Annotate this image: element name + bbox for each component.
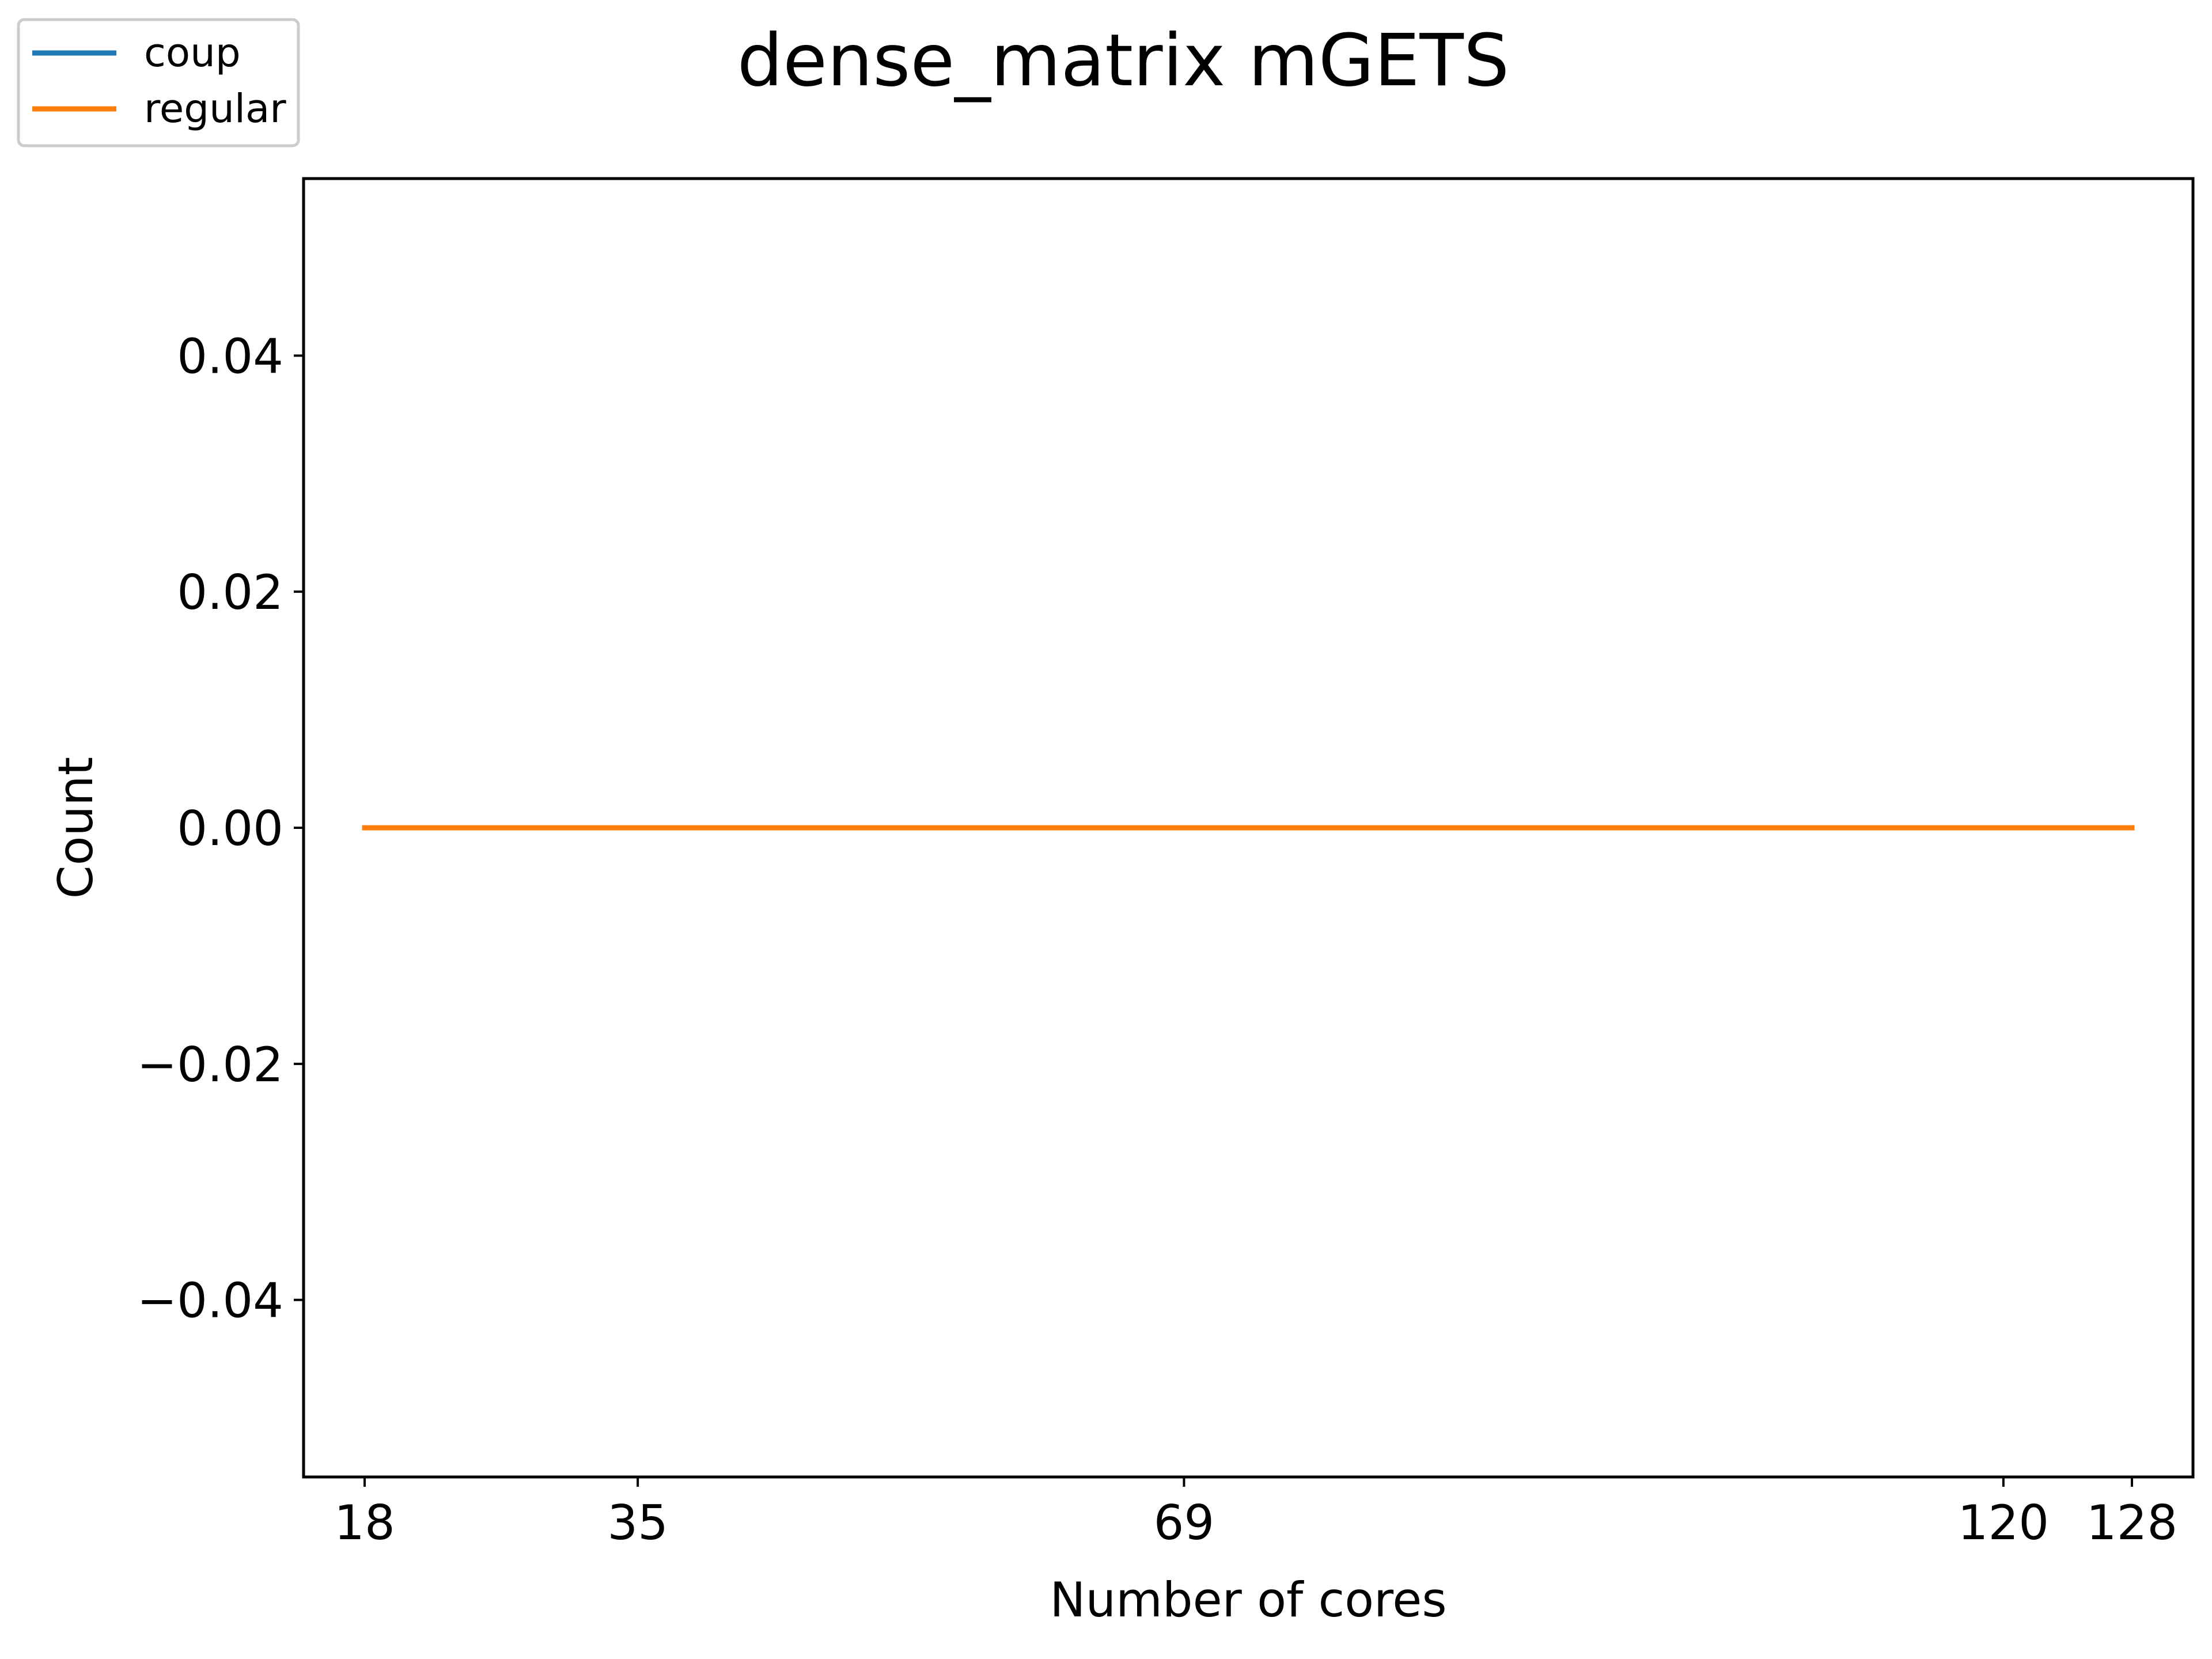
x-tick-label: 35 (607, 1495, 668, 1551)
x-tick-label: 120 (1958, 1495, 2049, 1551)
y-tick-label: 0.04 (177, 328, 283, 384)
y-tick-label: 0.00 (177, 801, 283, 857)
legend: coup regular (18, 20, 298, 146)
x-tick-label: 18 (334, 1495, 395, 1551)
legend-label-regular: regular (144, 86, 286, 132)
y-axis-label: Count (48, 757, 104, 899)
chart-title: dense_matrix mGETS (737, 19, 1510, 103)
y-tick-label: −0.04 (137, 1273, 283, 1329)
legend-label-coup: coup (144, 30, 241, 76)
x-axis-label: Number of cores (1050, 1572, 1446, 1628)
x-tick-label: 128 (2086, 1495, 2177, 1551)
x-tick-label: 69 (1154, 1495, 1215, 1551)
y-tick-label: 0.02 (177, 565, 283, 620)
y-tick-label: −0.02 (137, 1037, 283, 1093)
